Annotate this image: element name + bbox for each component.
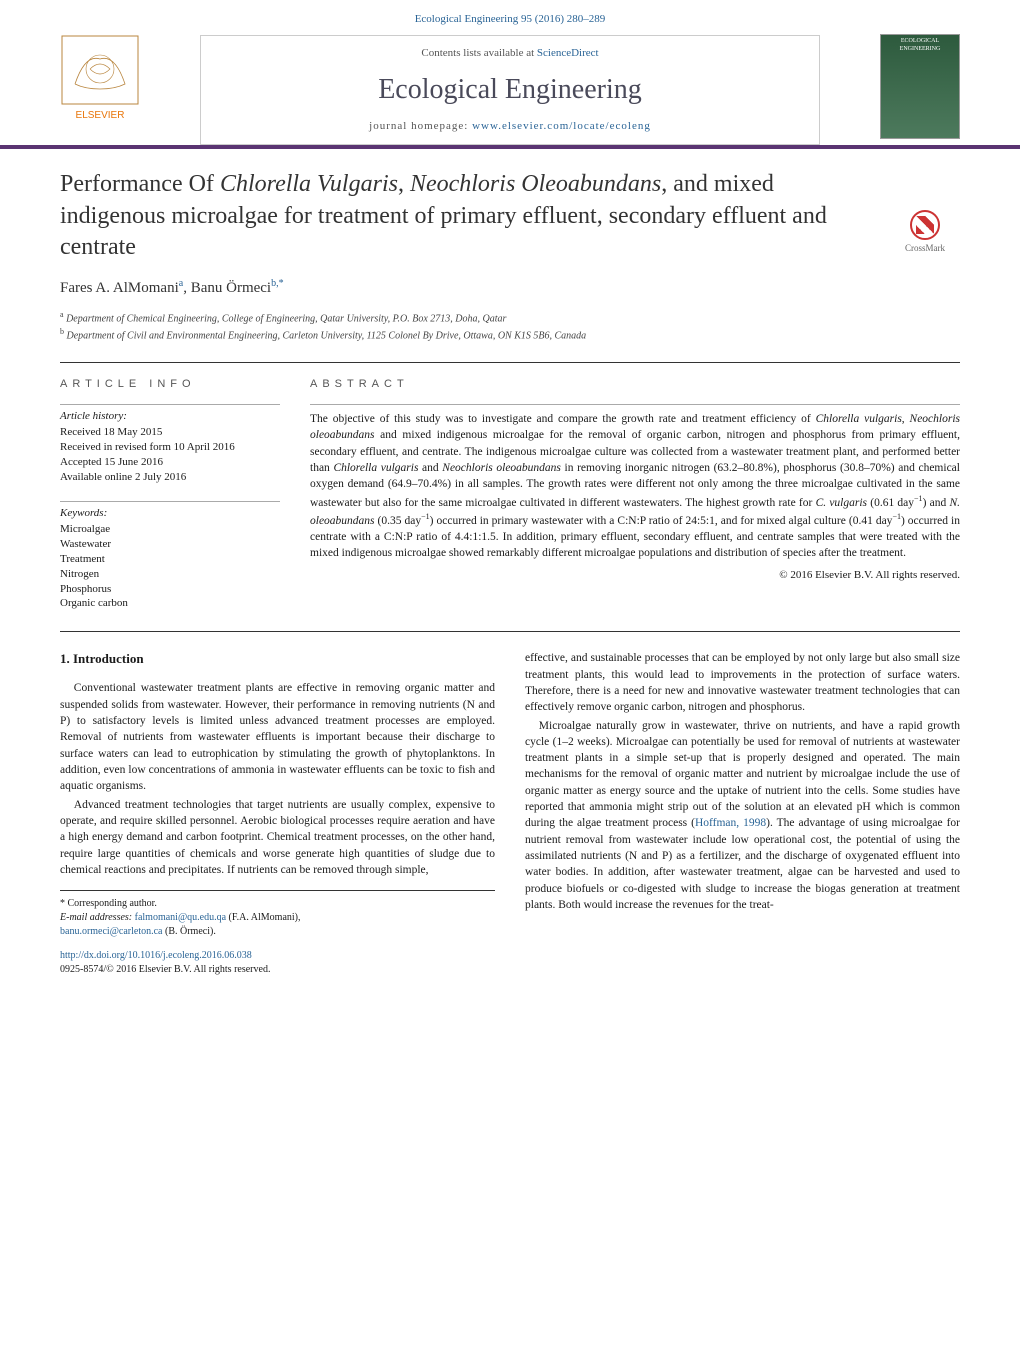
- sciencedirect-link[interactable]: ScienceDirect: [537, 47, 599, 59]
- history-item: Available online 2 July 2016: [60, 470, 280, 485]
- email-link-1[interactable]: falmomani@qu.edu.qa: [135, 912, 226, 923]
- doi-link[interactable]: http://dx.doi.org/10.1016/j.ecoleng.2016…: [60, 950, 252, 961]
- abstract-block: ABSTRACT The objective of this study was…: [310, 377, 960, 612]
- crossmark-icon: [910, 210, 940, 240]
- journal-cover-thumbnail: ECOLOGICAL ENGINEERING: [880, 34, 960, 139]
- affiliations: a Department of Chemical Engineering, Co…: [60, 309, 960, 344]
- keyword-item: Organic carbon: [60, 596, 280, 611]
- email-line: E-mail addresses: falmomani@qu.edu.qa (F…: [60, 911, 495, 939]
- journal-homepage-line: journal homepage: www.elsevier.com/locat…: [211, 119, 809, 134]
- issn-copyright: 0925-8574/© 2016 Elsevier B.V. All right…: [60, 964, 270, 975]
- info-abstract-row: ARTICLE INFO Article history: Received 1…: [60, 362, 960, 612]
- journal-header: Ecological Engineering 95 (2016) 280–289…: [0, 0, 1020, 149]
- history-item: Received in revised form 10 April 2016: [60, 440, 280, 455]
- corresponding-author-footer: * Corresponding author. E-mail addresses…: [60, 890, 495, 939]
- article-info: ARTICLE INFO Article history: Received 1…: [60, 377, 280, 612]
- article-info-label: ARTICLE INFO: [60, 377, 280, 392]
- keyword-item: Treatment: [60, 552, 280, 567]
- intro-heading: 1. Introduction: [60, 650, 495, 668]
- journal-homepage-link[interactable]: www.elsevier.com/locate/ecoleng: [472, 120, 651, 132]
- authors: Fares A. AlMomania, Banu Örmecib,*: [60, 277, 960, 299]
- journal-title: Ecological Engineering: [211, 70, 809, 109]
- svg-text:ELSEVIER: ELSEVIER: [76, 110, 125, 121]
- abstract-text: The objective of this study was to inves…: [310, 404, 960, 562]
- keyword-item: Nitrogen: [60, 567, 280, 582]
- keyword-item: Wastewater: [60, 537, 280, 552]
- citation-link[interactable]: Hoffman, 1998: [695, 817, 766, 829]
- abstract-label: ABSTRACT: [310, 377, 960, 392]
- article-content: Performance Of Chlorella Vulgaris, Neoch…: [0, 149, 1020, 997]
- affiliation-b: b Department of Civil and Environmental …: [60, 326, 960, 343]
- keywords-heading: Keywords:: [60, 501, 280, 521]
- body-paragraph: Advanced treatment technologies that tar…: [60, 797, 495, 879]
- corresponding-label: * Corresponding author.: [60, 897, 495, 911]
- history-item: Accepted 15 June 2016: [60, 455, 280, 470]
- body-paragraph: Conventional wastewater treatment plants…: [60, 680, 495, 794]
- body-columns: 1. Introduction Conventional wastewater …: [60, 631, 960, 977]
- keyword-item: Phosphorus: [60, 582, 280, 597]
- history-heading: Article history:: [60, 404, 280, 424]
- doi-block: http://dx.doi.org/10.1016/j.ecoleng.2016…: [60, 949, 495, 977]
- body-column-right: effective, and sustainable processes tha…: [525, 650, 960, 977]
- contents-box: Contents lists available at ScienceDirec…: [200, 35, 820, 145]
- body-paragraph: Microalgae naturally grow in wastewater,…: [525, 718, 960, 914]
- keyword-item: Microalgae: [60, 522, 280, 537]
- journal-reference: Ecological Engineering 95 (2016) 280–289: [50, 12, 970, 27]
- body-paragraph: effective, and sustainable processes tha…: [525, 650, 960, 715]
- article-title: Performance Of Chlorella Vulgaris, Neoch…: [60, 169, 960, 263]
- affiliation-a: a Department of Chemical Engineering, Co…: [60, 309, 960, 326]
- history-item: Received 18 May 2015: [60, 425, 280, 440]
- contents-available-line: Contents lists available at ScienceDirec…: [211, 46, 809, 61]
- body-column-left: 1. Introduction Conventional wastewater …: [60, 650, 495, 977]
- crossmark-badge[interactable]: CrossMark: [890, 210, 960, 260]
- elsevier-logo: ELSEVIER: [60, 34, 140, 124]
- email-link-2[interactable]: banu.ormeci@carleton.ca: [60, 926, 163, 937]
- copyright-line: © 2016 Elsevier B.V. All rights reserved…: [310, 568, 960, 583]
